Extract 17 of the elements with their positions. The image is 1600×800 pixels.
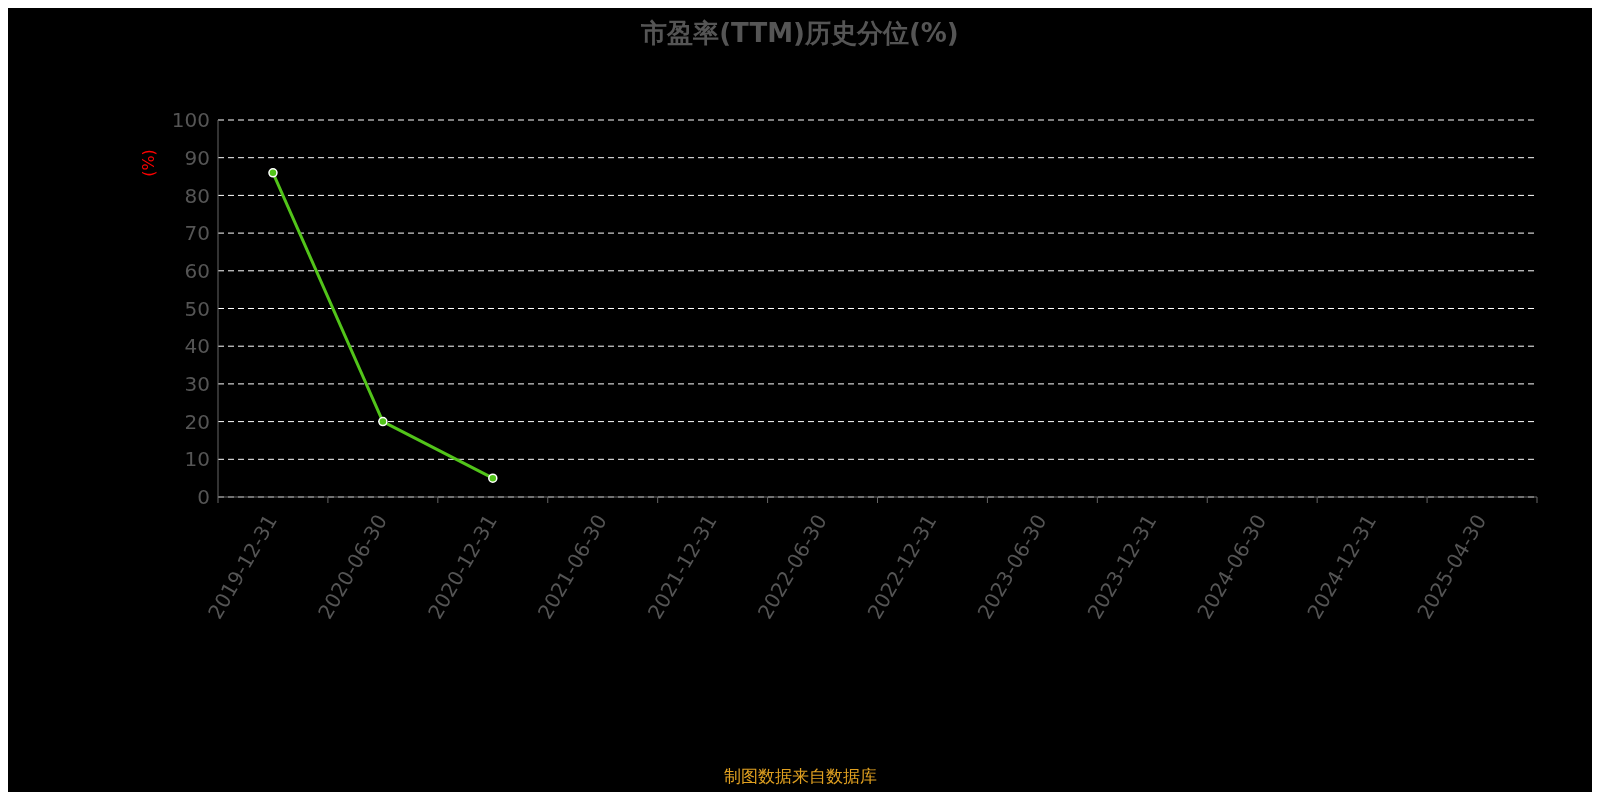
y-axis-title: (%) bbox=[138, 149, 158, 177]
y-tick-label: 80 bbox=[184, 183, 210, 208]
point bbox=[488, 473, 498, 483]
y-tick-label: 40 bbox=[184, 334, 210, 359]
point bbox=[378, 416, 388, 427]
y-tick-label: 50 bbox=[184, 296, 210, 321]
text: 制图数据来自数据库 bbox=[722, 765, 878, 788]
chart-title: 市盈率(TTM)历史分位(%) bbox=[640, 17, 960, 50]
y-tick-label: 10 bbox=[184, 447, 210, 472]
y-tick-label: 70 bbox=[184, 221, 210, 246]
y-tick-label: 100 bbox=[171, 108, 210, 133]
y-tick-label: 0 bbox=[197, 485, 210, 510]
y-tick-label: 20 bbox=[184, 409, 210, 434]
y-tick-label: 60 bbox=[184, 258, 210, 283]
y-tick-label: 30 bbox=[184, 372, 210, 396]
point bbox=[268, 168, 278, 178]
y-tick-label: 90 bbox=[184, 145, 210, 170]
